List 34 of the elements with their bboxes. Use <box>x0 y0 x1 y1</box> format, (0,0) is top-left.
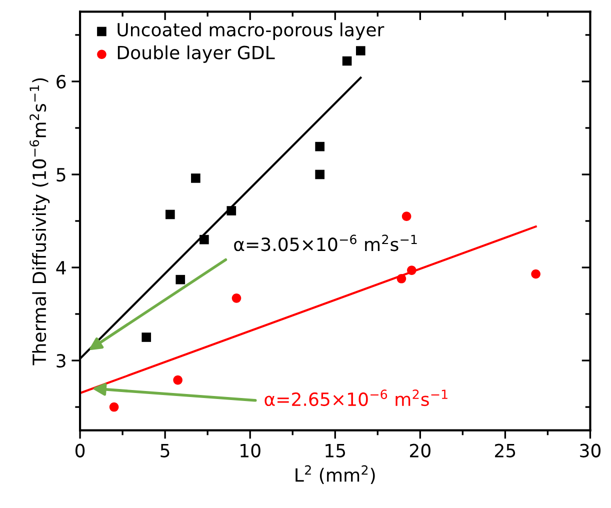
legend-label: Double layer GDL <box>118 45 275 63</box>
point <box>166 210 175 220</box>
point <box>191 174 200 183</box>
point <box>396 274 406 284</box>
y-tick-label: 3 <box>56 354 66 368</box>
x-tick-label: 30 <box>580 444 601 458</box>
point <box>232 294 242 303</box>
y-tick-label: 4 <box>56 261 66 274</box>
annotation: α=2.65×10$^{−6}$ m$^{2}$s$^{−1}$ <box>264 390 448 406</box>
y-axis-title: Thermal Diffusivity (10$^{−6}$m$^{2}$s$^{−1}$) <box>30 78 50 366</box>
x-tick-label: 10 <box>240 444 260 458</box>
point <box>200 234 209 244</box>
annotation: α=3.05×10$^{−6}$ m$^{2}$s$^{−1}$ <box>234 234 417 252</box>
legend-label: Uncoated macro-porous layer <box>118 22 384 40</box>
point <box>176 274 186 284</box>
x-tick-label: 20 <box>410 444 430 458</box>
x-tick-label: 15 <box>326 444 346 458</box>
x-tick-label: 5 <box>160 444 170 458</box>
point <box>315 170 324 180</box>
point <box>407 266 416 275</box>
point <box>142 332 152 342</box>
y-tick-label: 5 <box>56 168 66 182</box>
point <box>402 212 412 221</box>
point <box>109 402 119 412</box>
point <box>356 46 366 56</box>
point <box>531 269 540 279</box>
point <box>342 56 352 66</box>
y-tick-label: 6 <box>56 74 66 89</box>
x-axis-title: L$^{2}$ (mm$^{2}$) <box>296 465 375 484</box>
point <box>173 375 182 385</box>
x-tick-label: 25 <box>495 444 516 458</box>
point <box>226 206 236 216</box>
point <box>315 142 324 152</box>
x-tick-label: 0 <box>75 444 85 458</box>
